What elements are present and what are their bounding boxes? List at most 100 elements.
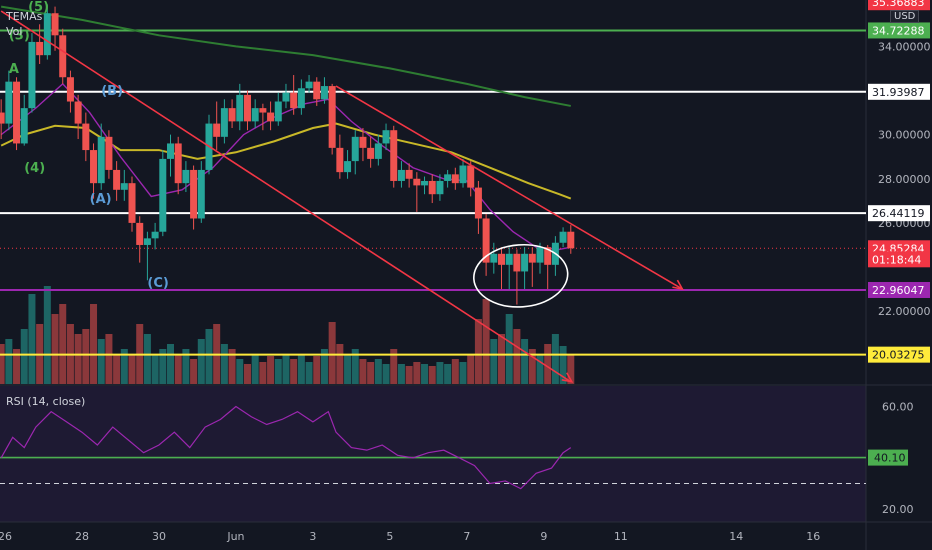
volume-bar <box>559 346 567 384</box>
candle-body <box>36 41 44 56</box>
candle-body <box>143 238 151 245</box>
currency-badge[interactable]: USD <box>890 10 920 23</box>
rsi-level-badge-label: 40.10 <box>874 452 906 465</box>
candle-body <box>236 94 244 122</box>
candle-body <box>190 169 198 219</box>
price-badge-label: 34.72288 <box>872 24 925 37</box>
candle-body <box>90 150 98 184</box>
ticker-label: TEMAs <box>6 10 43 23</box>
rsi-level-badge <box>868 449 908 466</box>
volume-bar <box>313 356 321 384</box>
volume-bar <box>521 339 529 384</box>
candle-body <box>474 187 482 219</box>
price-badge <box>868 251 930 268</box>
volume-bar <box>220 344 228 384</box>
candle-body <box>213 123 221 137</box>
candle-body <box>336 147 344 173</box>
candle-body <box>66 77 74 102</box>
moving-average-yellow <box>0 122 572 200</box>
candle-body <box>567 231 575 249</box>
candle-body <box>536 247 544 263</box>
volume-bar <box>128 354 136 384</box>
volume-bar <box>467 354 475 384</box>
volume-bar <box>305 362 313 384</box>
date-tick-label: 5 <box>386 530 393 543</box>
candle-body <box>451 174 459 184</box>
volume-bar <box>174 354 182 384</box>
volume-bar <box>228 349 236 384</box>
candle-body <box>359 136 367 148</box>
volume-bar <box>251 354 259 384</box>
candle-body <box>0 112 5 124</box>
price-tick-label: 22.00000 <box>878 305 931 318</box>
volume-bar <box>482 299 490 384</box>
date-tick-label: 28 <box>75 530 89 543</box>
volume-bar <box>413 362 421 384</box>
candle-body <box>220 108 228 137</box>
candle-body <box>498 253 506 265</box>
volume-bar <box>536 354 544 384</box>
price-badge-label: 31.93987 <box>872 86 925 99</box>
price-tick-label: 30.00000 <box>878 129 931 142</box>
volume-bar <box>97 339 105 384</box>
candle-body <box>5 81 13 124</box>
candle-body <box>97 136 105 184</box>
volume-bar <box>167 344 175 384</box>
volume-bar <box>197 339 205 384</box>
volume-bar <box>351 349 359 384</box>
volume-bar <box>390 349 398 384</box>
candle-body <box>351 136 359 162</box>
volume-bar <box>328 322 336 384</box>
volume-bar <box>544 344 552 384</box>
volume-bar <box>182 349 190 384</box>
price-badge <box>868 0 930 11</box>
wave-label: (5) <box>28 0 49 15</box>
trendline <box>0 10 572 383</box>
candle-body <box>197 169 205 219</box>
wave-label: (4) <box>24 161 45 176</box>
date-tick-label: 16 <box>806 530 820 543</box>
volume-bar <box>28 294 36 384</box>
volume-bar <box>259 362 267 384</box>
volume-bar <box>51 314 59 384</box>
price-badge-label: 01:18:44 <box>872 253 921 266</box>
date-tick-label: 9 <box>540 530 547 543</box>
candle-body <box>505 253 513 265</box>
price-badge-label: 26.44119 <box>872 207 925 220</box>
candle-body <box>559 231 567 243</box>
rsi-tick-label: 60.00 <box>882 401 914 414</box>
volume-bar <box>105 334 113 384</box>
price-badge-label: 22.96047 <box>872 284 925 297</box>
candle-body <box>320 86 328 100</box>
candle-body <box>397 169 405 181</box>
volume-bar <box>336 344 344 384</box>
volume-bar <box>320 349 328 384</box>
candle-body <box>367 147 375 159</box>
wave-label: (3) <box>9 29 30 44</box>
date-tick-label: 26 <box>0 530 12 543</box>
volume-bar <box>382 364 390 384</box>
volume-bar <box>297 354 305 384</box>
candle-body <box>297 88 305 109</box>
candle-body <box>243 94 251 122</box>
volume-bar <box>205 329 213 384</box>
candle-body <box>459 165 467 184</box>
candle-body <box>513 253 521 272</box>
wave-label: (A) <box>90 192 112 207</box>
volume-bar <box>74 334 82 384</box>
volume-bar <box>151 354 159 384</box>
candle-body <box>20 108 28 144</box>
price-badge <box>868 83 930 100</box>
volume-bar <box>551 334 559 384</box>
candle-body <box>28 41 36 109</box>
price-tick-label: 34.00000 <box>878 40 931 53</box>
wave-label: (B) <box>101 84 123 99</box>
date-tick-label: Jun <box>226 530 244 543</box>
volume-bar <box>436 362 444 384</box>
date-tick-label: 14 <box>729 530 743 543</box>
volume-bar <box>374 359 382 384</box>
volume-bar <box>267 356 275 384</box>
volume-bar <box>428 366 436 384</box>
volume-bar <box>20 329 28 384</box>
